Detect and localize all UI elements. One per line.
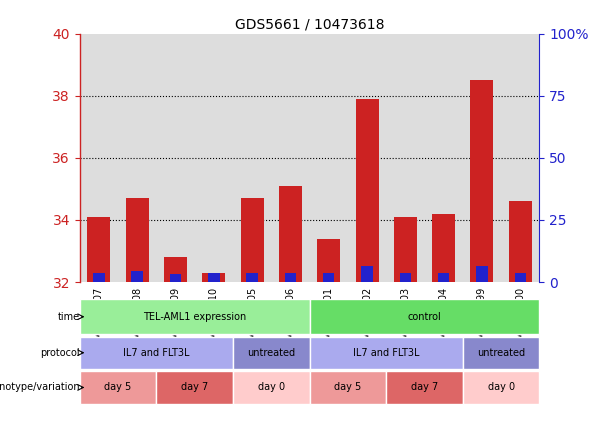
Bar [246,273,258,282]
Text: day 7: day 7 [181,382,208,393]
Text: control: control [408,312,441,322]
Bar [356,99,379,282]
Bar [284,273,296,282]
Bar [131,271,143,282]
Bar [400,273,411,282]
FancyBboxPatch shape [463,371,539,404]
Text: IL7 and FLT3L: IL7 and FLT3L [353,348,419,358]
FancyBboxPatch shape [463,337,539,369]
Text: untreated: untreated [247,348,295,358]
Bar [93,273,105,282]
Bar [279,186,302,282]
FancyBboxPatch shape [310,337,463,369]
Text: IL7 and FLT3L: IL7 and FLT3L [123,348,189,358]
Bar [126,198,148,282]
FancyBboxPatch shape [310,371,386,404]
Bar [514,273,526,282]
FancyBboxPatch shape [80,337,233,369]
FancyBboxPatch shape [386,371,463,404]
Text: genotype/variation: genotype/variation [0,382,80,393]
Text: day 7: day 7 [411,382,438,393]
Bar [164,257,187,282]
FancyBboxPatch shape [310,299,539,334]
Bar [202,273,226,282]
Bar [438,273,449,282]
Bar [208,273,219,282]
Bar [432,214,455,282]
Title: GDS5661 / 10473618: GDS5661 / 10473618 [235,17,384,31]
Text: day 5: day 5 [334,382,362,393]
Text: day 0: day 0 [257,382,285,393]
Text: time: time [58,312,80,322]
Bar [87,217,110,282]
FancyBboxPatch shape [233,371,310,404]
Bar [170,274,181,282]
Bar [240,198,264,282]
Text: day 0: day 0 [487,382,515,393]
Bar [471,80,493,282]
Bar [361,266,373,282]
Text: day 5: day 5 [104,382,132,393]
Text: TEL-AML1 expression: TEL-AML1 expression [143,312,246,322]
Bar [509,201,531,282]
FancyBboxPatch shape [80,299,310,334]
Text: untreated: untreated [477,348,525,358]
Bar [394,217,417,282]
FancyBboxPatch shape [80,371,156,404]
Text: protocol: protocol [40,348,80,358]
FancyBboxPatch shape [156,371,233,404]
Bar [476,266,488,282]
FancyBboxPatch shape [233,337,310,369]
Bar [318,239,340,282]
Bar [323,273,335,282]
